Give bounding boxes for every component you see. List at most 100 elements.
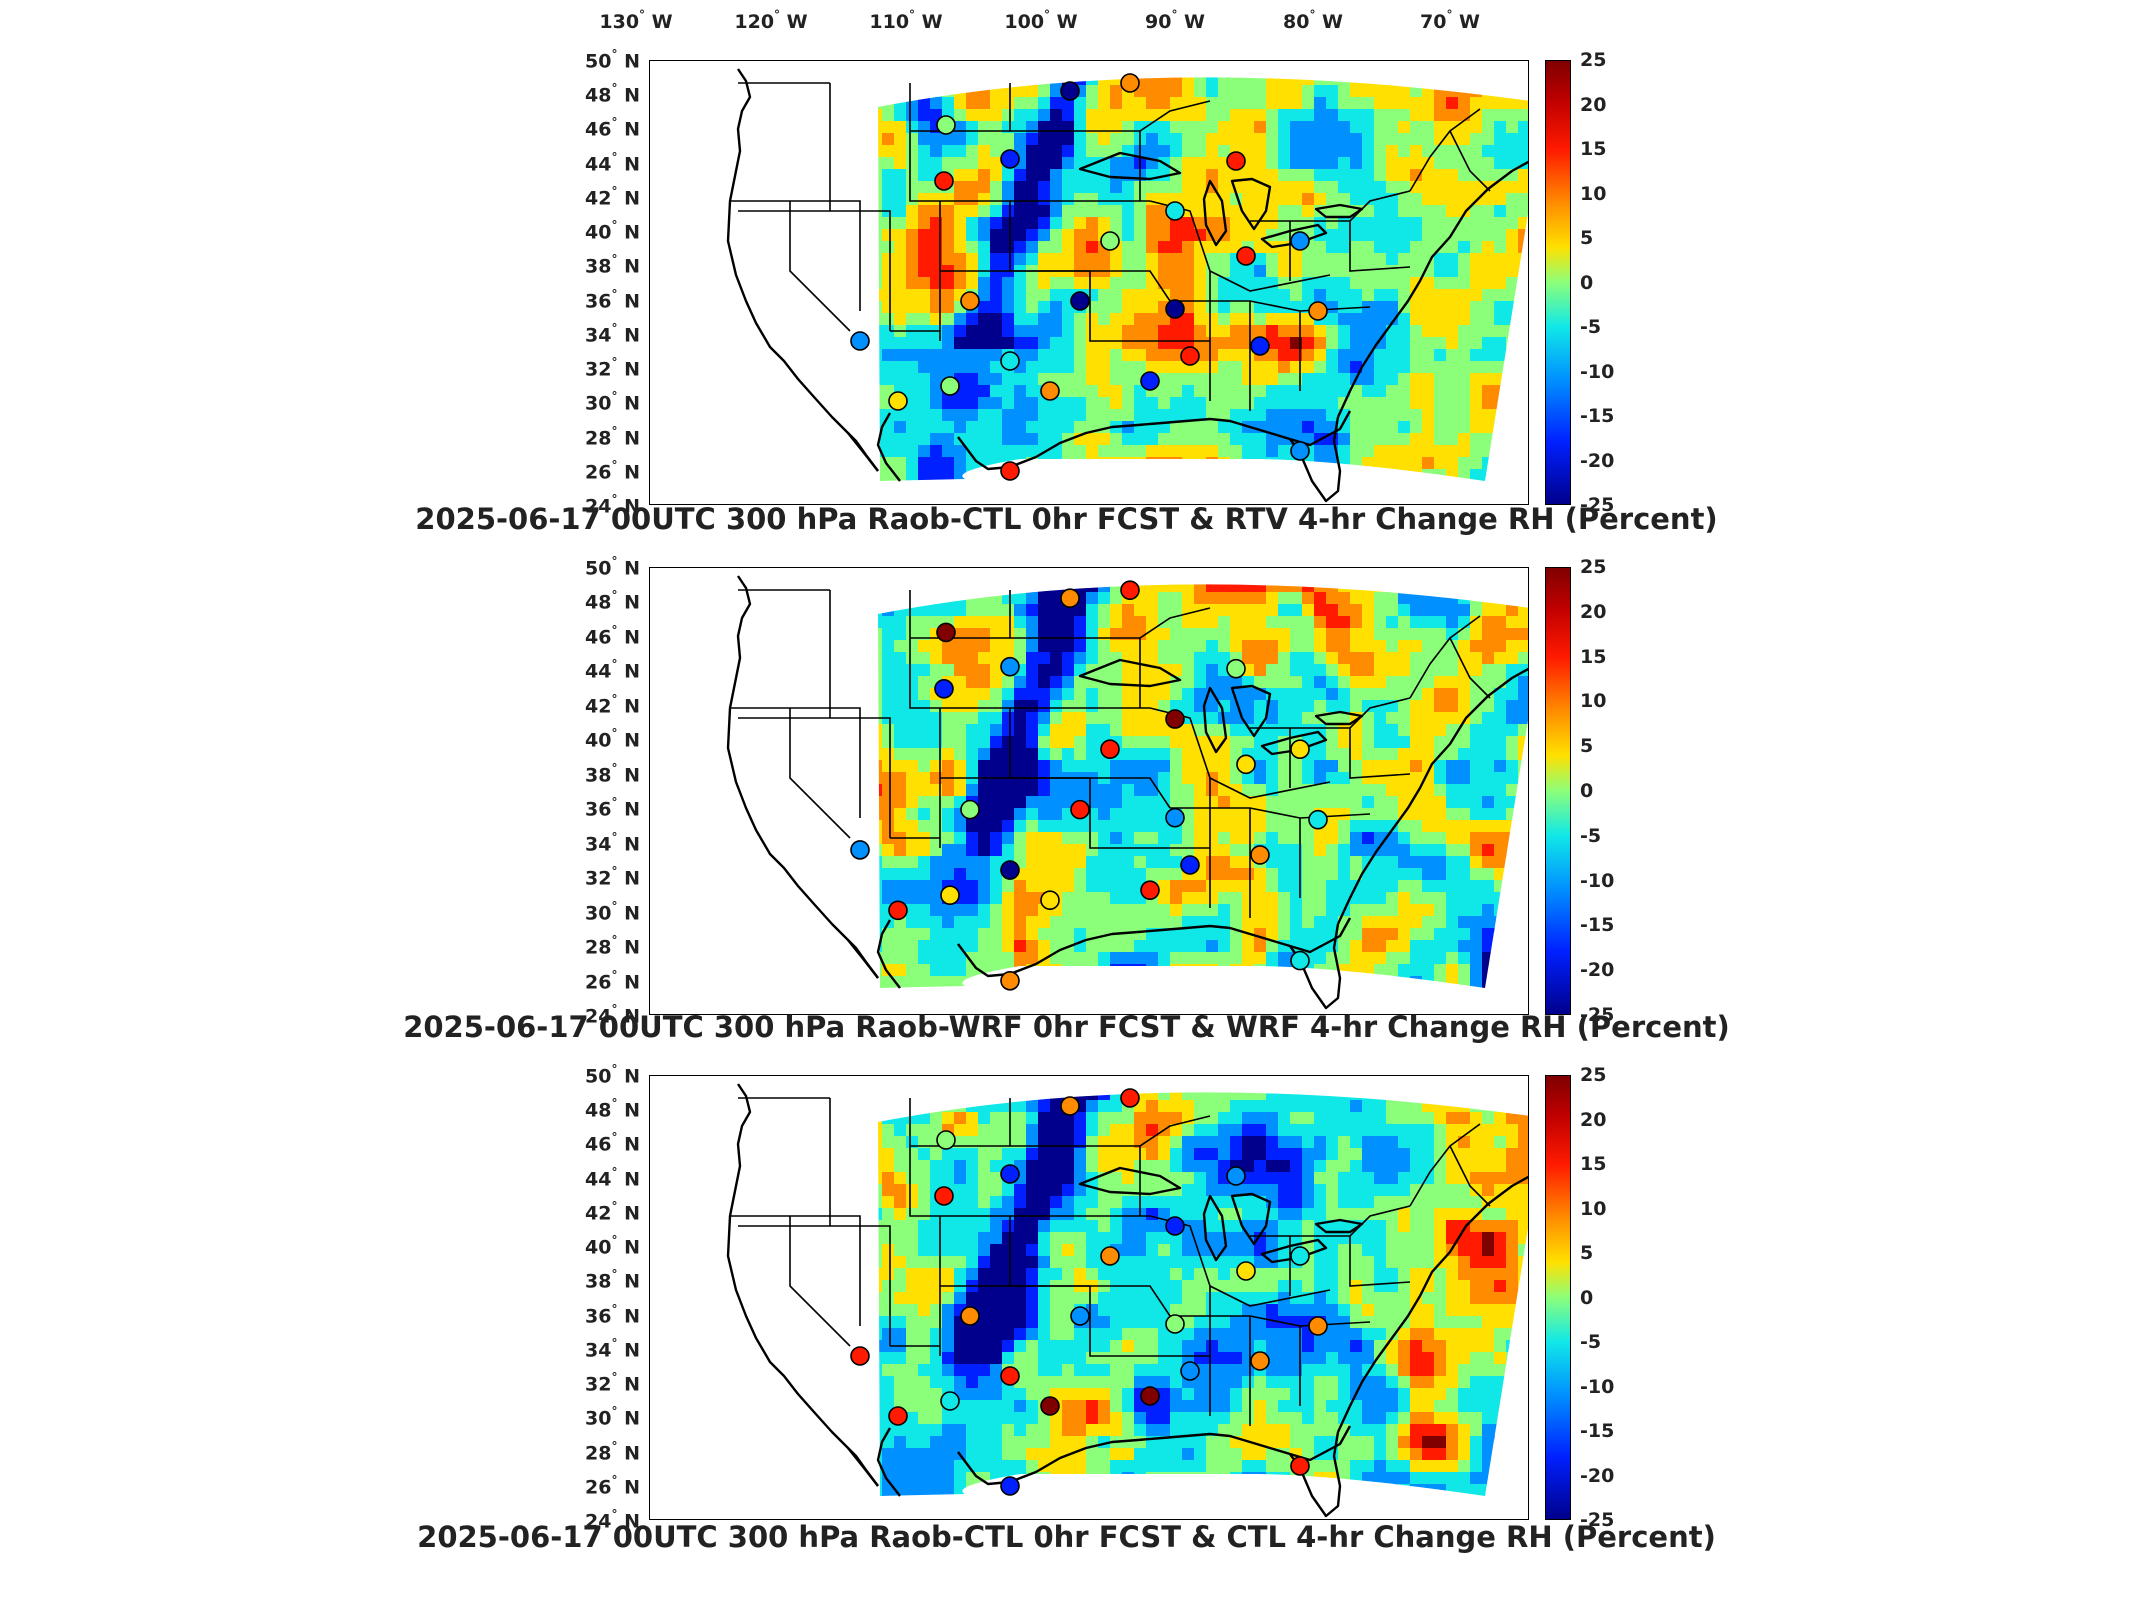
field-cell: [1278, 964, 1291, 977]
field-cell: [1074, 928, 1087, 941]
field-cell: [1458, 808, 1471, 821]
field-cell: [1086, 868, 1099, 881]
field-cell: [1470, 241, 1483, 254]
field-cell: [1134, 988, 1147, 1001]
field-cell: [1218, 325, 1231, 338]
field-cell: [1230, 1092, 1243, 1101]
field-cell: [906, 748, 919, 761]
field-cell: [1482, 325, 1495, 338]
field-cell: [1026, 1208, 1039, 1221]
field-cell: [1518, 568, 1529, 581]
field-cell: [1254, 457, 1267, 470]
field-cell: [1434, 229, 1447, 242]
field-cell: [990, 481, 1003, 494]
field-cell: [1278, 628, 1291, 641]
field-cell: [1506, 229, 1519, 242]
field-cell: [1098, 604, 1111, 617]
field-cell: [1302, 1196, 1315, 1209]
field-cell: [878, 892, 883, 905]
field-cell: [1086, 361, 1099, 374]
field-cell: [1266, 373, 1279, 386]
lat-label-44: 44° N: [585, 1165, 640, 1191]
field-cell: [1374, 1172, 1387, 1185]
field-cell: [1218, 892, 1231, 905]
field-cell: [1098, 844, 1111, 857]
field-cell: [1254, 385, 1267, 398]
field-cell: [1146, 700, 1159, 713]
field-cell: [978, 584, 991, 593]
field-cell: [1146, 77, 1159, 86]
lat-label-28: 28° N: [585, 933, 640, 959]
field-cell: [1458, 748, 1471, 761]
field-cell: [1506, 253, 1519, 266]
field-cell: [1458, 85, 1471, 98]
field-cell: [1362, 1172, 1375, 1185]
field-cell: [1410, 916, 1423, 929]
field-cell: [1458, 868, 1471, 881]
field-cell: [1410, 397, 1423, 410]
field-cell: [978, 481, 991, 494]
field-cell: [878, 1172, 883, 1185]
field-cell: [1206, 988, 1219, 1001]
field-cell: [1446, 568, 1459, 581]
field-cell: [1470, 652, 1483, 665]
field-cell: [1110, 592, 1123, 605]
field-cell: [1062, 724, 1075, 737]
colorbar-tick-label: 20: [1580, 93, 1607, 116]
field-cell: [1278, 217, 1291, 230]
field-cell: [1374, 349, 1387, 362]
field-cell: [1386, 584, 1399, 593]
field-cell: [1002, 1148, 1015, 1161]
field-cell: [1362, 688, 1375, 701]
field-cell: [878, 133, 883, 146]
field-cell: [1302, 664, 1315, 677]
field-cell: [1266, 97, 1279, 110]
field-cell: [1254, 157, 1267, 170]
field-cell: [1434, 676, 1447, 689]
field-cell: [1338, 85, 1351, 98]
field-cell: [1146, 253, 1159, 266]
field-cell: [1350, 133, 1363, 146]
field-cell: [1194, 77, 1207, 86]
field-cell: [966, 604, 979, 617]
field-cell: [1302, 265, 1315, 278]
field-cell: [1026, 157, 1039, 170]
field-cell: [1506, 856, 1519, 869]
raob-station-marker: [940, 885, 960, 905]
field-cell: [918, 700, 931, 713]
field-cell: [1158, 880, 1171, 893]
field-cell: [954, 1092, 967, 1101]
field-cell: [1326, 616, 1339, 629]
field-cell: [1386, 61, 1399, 74]
lat-label-48: 48° N: [585, 1096, 640, 1122]
field-cell: [1350, 349, 1363, 362]
field-cell: [1218, 760, 1231, 773]
field-cell: [1170, 940, 1183, 953]
field-cell: [1170, 832, 1183, 845]
field-cell: [1434, 469, 1447, 481]
field-cell: [878, 904, 883, 917]
field-cell: [882, 1172, 895, 1185]
field-cell: [1206, 361, 1219, 374]
field-cell: [1122, 928, 1135, 941]
field-cell: [1386, 121, 1399, 134]
field-cell: [978, 1124, 991, 1137]
field-cell: [1518, 433, 1528, 446]
field-cell: [1350, 640, 1363, 653]
field-cell: [1422, 121, 1435, 134]
field-cell: [906, 397, 919, 410]
field-cell: [894, 301, 907, 314]
field-cell: [1338, 640, 1351, 653]
field-cell: [1182, 584, 1195, 593]
field-cell: [1434, 652, 1447, 665]
field-cell: [1218, 844, 1231, 857]
field-cell: [1302, 181, 1315, 194]
field-cell: [1146, 1100, 1159, 1113]
field-cell: [1230, 265, 1243, 278]
field-cell: [918, 469, 931, 481]
field-cell: [1242, 349, 1255, 362]
field-cell: [1314, 157, 1327, 170]
field-cell: [1398, 1076, 1411, 1089]
field-cell: [1230, 584, 1243, 593]
field-cell: [954, 736, 967, 749]
